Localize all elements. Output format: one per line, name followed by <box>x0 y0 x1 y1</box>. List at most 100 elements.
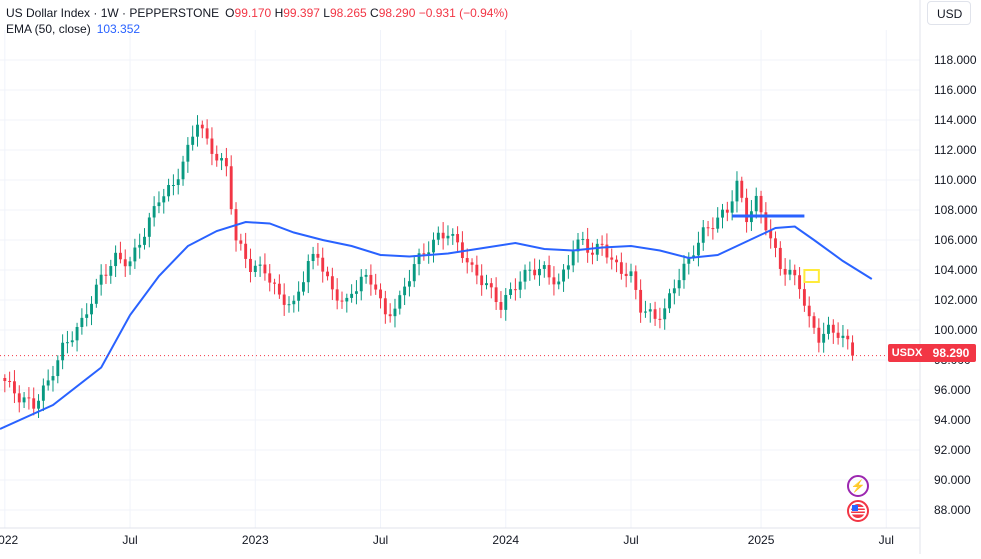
candle-body <box>586 238 590 253</box>
y-tick-label: 108.000 <box>934 203 978 217</box>
candle-body <box>143 236 146 245</box>
candle-body <box>436 232 440 240</box>
candle-body <box>831 324 835 333</box>
candle-body <box>518 281 522 290</box>
candle-body <box>220 158 224 161</box>
candle-body <box>427 252 431 255</box>
us-flag-icon[interactable] <box>847 500 869 522</box>
candle-body <box>562 269 566 282</box>
lightning-icon[interactable]: ⚡ <box>847 475 869 497</box>
candle-body <box>412 264 416 282</box>
candle-body <box>94 284 98 304</box>
candle-body <box>441 232 445 239</box>
candle-body <box>191 136 195 145</box>
legend-title: US Dollar Index · 1W · PEPPERSTONE <box>6 6 220 20</box>
y-tick-label: 96.000 <box>934 383 971 397</box>
y-tick-label: 118.000 <box>934 53 977 67</box>
candle-body <box>432 239 435 253</box>
candle-body <box>133 247 137 262</box>
candle-body <box>571 251 575 266</box>
y-tick-label: 102.000 <box>934 293 978 307</box>
candle-body <box>711 228 715 230</box>
candle-body <box>557 281 561 285</box>
candle-body <box>335 289 339 301</box>
candle-body <box>451 234 455 236</box>
candle-body <box>798 275 802 290</box>
candle-body <box>460 242 464 259</box>
candle-body <box>735 180 739 202</box>
y-tick-label: 92.000 <box>934 443 971 457</box>
candle-body <box>3 378 7 381</box>
candle-body <box>595 243 599 255</box>
candle-body <box>687 256 691 264</box>
candle-body <box>8 381 12 382</box>
open-value: 99.170 <box>234 6 272 20</box>
candle-body <box>513 289 517 291</box>
candle-body <box>764 212 768 231</box>
candle-body <box>634 271 638 290</box>
candle-body <box>489 283 493 288</box>
candle-body <box>176 179 180 186</box>
candle-body <box>253 265 257 273</box>
candle-body <box>446 235 450 239</box>
candle-body <box>46 380 50 386</box>
candle-body <box>398 295 402 309</box>
candle-body <box>99 274 103 285</box>
candle-body <box>745 197 749 223</box>
candle-body <box>224 158 228 167</box>
candle-body <box>379 289 382 299</box>
candle-body <box>316 253 320 258</box>
candle-body <box>619 262 623 274</box>
candle-body <box>528 269 532 271</box>
candle-body <box>504 294 508 310</box>
candle-body <box>138 244 142 248</box>
candle-body <box>350 293 354 298</box>
candle-body <box>244 243 248 259</box>
candle-body <box>128 261 132 267</box>
candle-body <box>465 258 469 263</box>
candle-body <box>533 269 537 276</box>
candle-body <box>186 144 190 162</box>
candle-body <box>51 376 55 381</box>
candle-body <box>740 180 744 198</box>
candle-body <box>41 385 45 401</box>
highlight-box <box>803 269 820 283</box>
candle-body <box>162 196 166 203</box>
candle-body <box>591 252 594 255</box>
candle-body <box>383 298 387 315</box>
price-tag-value: 98.290 <box>926 344 976 362</box>
candle-body <box>181 161 185 180</box>
x-tick-label: Jul <box>373 533 388 547</box>
x-tick-label: Jul <box>122 533 137 547</box>
candle-body <box>282 294 286 305</box>
y-tick-label: 100.000 <box>934 323 978 337</box>
candle-body <box>581 238 585 240</box>
candle-body <box>340 300 344 302</box>
candle-body <box>851 342 855 356</box>
candle-body <box>610 257 614 260</box>
ema-value: 103.352 <box>96 22 141 36</box>
candle-body <box>147 217 151 237</box>
candle-body <box>754 195 758 212</box>
candle-body <box>277 283 281 295</box>
candle-body <box>157 202 161 207</box>
candle-body <box>70 340 74 343</box>
candle-body <box>836 332 840 338</box>
candle-body <box>716 217 720 229</box>
candle-body <box>456 234 460 243</box>
candle-body <box>470 262 474 265</box>
candle-body <box>388 314 392 317</box>
ema-line <box>0 220 873 430</box>
candle-body <box>566 265 570 270</box>
candle-body <box>205 128 209 139</box>
candle-body <box>407 281 411 287</box>
high-value: 99.397 <box>283 6 320 20</box>
candle-body <box>523 269 527 282</box>
candle-body <box>249 258 252 273</box>
low-label: L <box>323 6 330 20</box>
candle-body <box>90 303 93 315</box>
y-tick-label: 94.000 <box>934 413 971 427</box>
currency-button[interactable]: USD <box>927 1 971 25</box>
